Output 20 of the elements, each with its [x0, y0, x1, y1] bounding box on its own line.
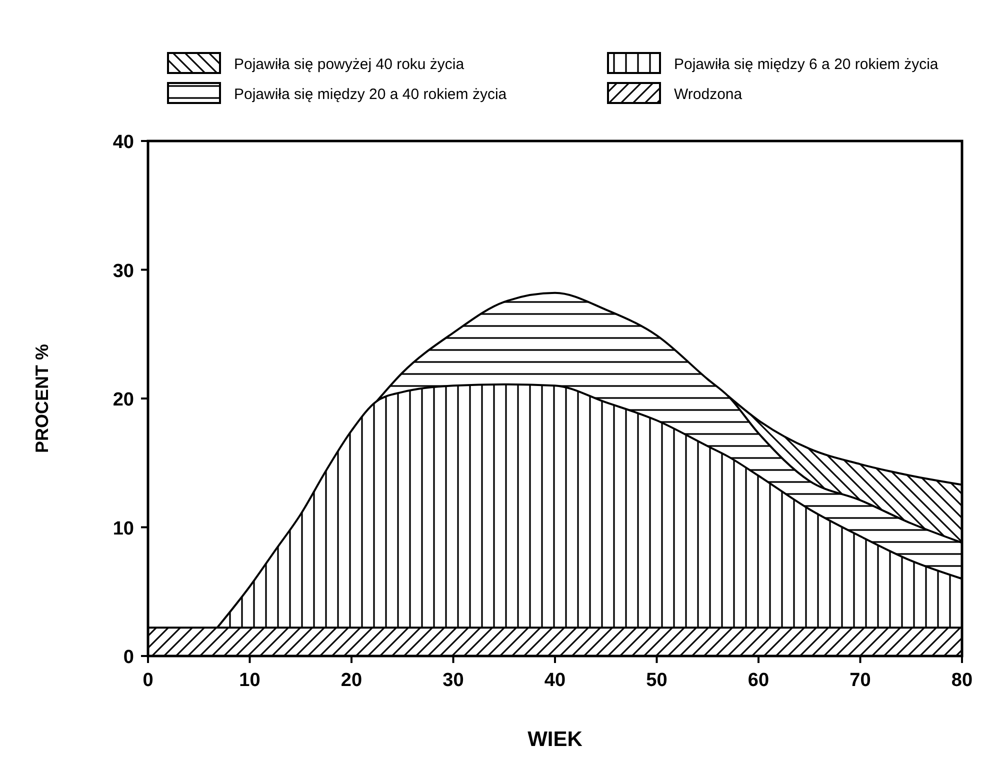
x-tick-label: 20	[340, 670, 362, 691]
x-tick-label: 60	[748, 670, 770, 691]
y-tick-label: 0	[123, 647, 134, 668]
y-axis-title: PROCENT %	[32, 344, 52, 454]
x-axis-title: WIEK	[528, 728, 582, 751]
x-tick-label: 30	[442, 670, 464, 691]
x-tick-label: 70	[850, 670, 871, 691]
legend-label: Pojawiła się między 20 a 40 rokiem życia	[234, 86, 508, 103]
y-tick-label: 10	[112, 518, 134, 540]
legend-label: Pojawiła się powyżej 40 roku życia	[234, 56, 465, 73]
x-tick-label: 40	[544, 670, 566, 691]
y-tick-label: 30	[112, 260, 134, 282]
x-tick-label: 10	[239, 670, 260, 691]
y-tick-label: 20	[112, 390, 134, 410]
y-tick-label: 40	[112, 132, 134, 153]
x-tick-label: 80	[951, 670, 973, 691]
legend-label: Pojawiła się między 6 a 20 rokiem życia	[674, 56, 939, 73]
legend-label: Wrodzona	[674, 86, 743, 103]
x-tick-label: 0	[142, 670, 154, 691]
x-tick-label: 50	[646, 670, 668, 691]
